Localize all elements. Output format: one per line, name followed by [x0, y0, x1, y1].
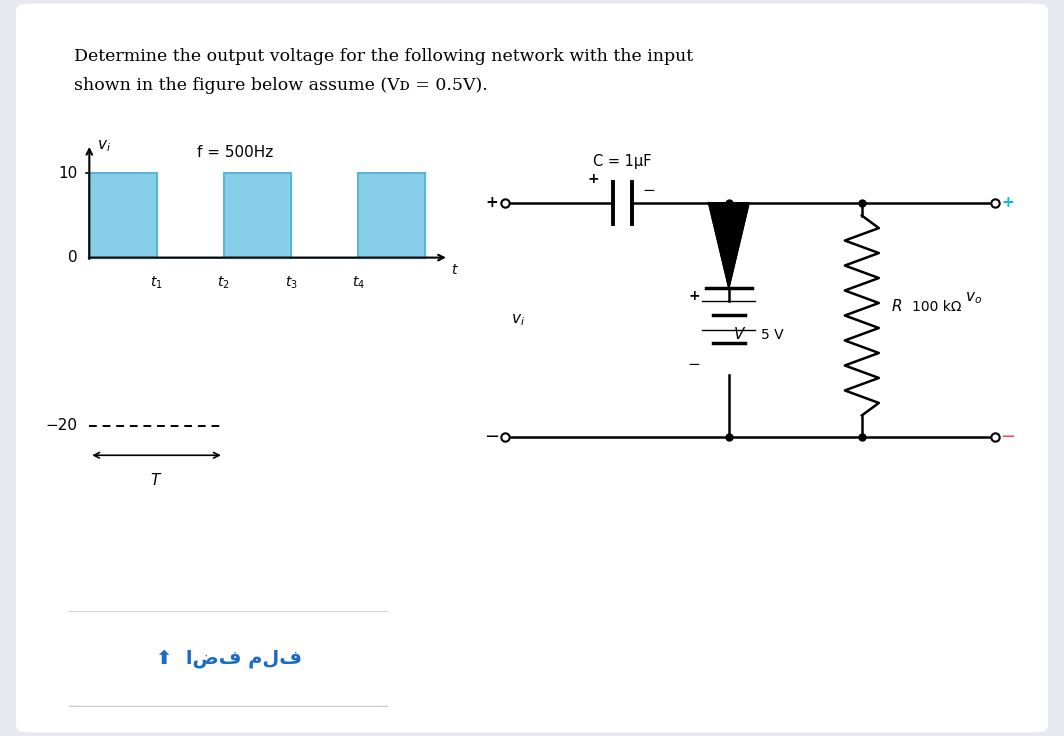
Text: 10: 10: [57, 166, 78, 181]
Text: −: −: [688, 357, 700, 372]
Text: +: +: [688, 289, 700, 303]
Text: C = 1μF: C = 1μF: [594, 154, 651, 169]
Text: 5 V: 5 V: [761, 328, 783, 342]
Text: 100 kΩ: 100 kΩ: [913, 300, 962, 314]
Text: +: +: [486, 195, 498, 210]
Text: +: +: [587, 172, 599, 186]
Text: shown in the figure below assume (Vᴅ = 0.5V).: shown in the figure below assume (Vᴅ = 0…: [74, 77, 488, 94]
Text: −20: −20: [46, 418, 78, 434]
Text: $v_i$: $v_i$: [98, 138, 112, 155]
Text: +: +: [1002, 195, 1014, 210]
Text: R: R: [892, 300, 901, 314]
Text: $t$: $t$: [451, 263, 459, 277]
Text: $t_2$: $t_2$: [217, 275, 230, 291]
Text: ⬆  اضف ملف: ⬆ اضف ملف: [155, 649, 302, 668]
Text: $v_i$: $v_i$: [511, 312, 525, 328]
Text: $t_4$: $t_4$: [351, 275, 365, 291]
Text: f = 500Hz: f = 500Hz: [197, 145, 273, 160]
Text: −: −: [484, 428, 500, 446]
Polygon shape: [709, 203, 749, 288]
FancyBboxPatch shape: [60, 611, 398, 707]
Text: $t_3$: $t_3$: [284, 275, 297, 291]
Text: −: −: [1000, 428, 1016, 446]
Text: $v_o$: $v_o$: [965, 291, 982, 306]
Text: V: V: [734, 327, 745, 342]
Text: 0: 0: [68, 250, 78, 265]
Text: −: −: [643, 183, 655, 197]
Text: Determine the output voltage for the following network with the input: Determine the output voltage for the fol…: [74, 48, 694, 65]
Text: $t_1$: $t_1$: [150, 275, 163, 291]
Text: $T$: $T$: [150, 472, 163, 488]
